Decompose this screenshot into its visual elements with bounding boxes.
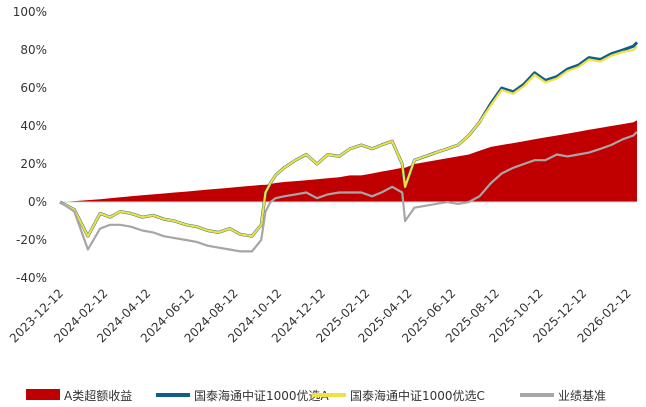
legend-label: A类超额收益 (64, 388, 132, 403)
legend: A类超额收益 国泰海通中证1000优选A 国泰海通中证1000优选C 业绩基准 (26, 388, 606, 403)
y-tick-label: 100% (13, 5, 47, 19)
x-axis-labels: 2023-12-122024-02-122024-04-122024-06-12… (7, 286, 634, 345)
y-tick-label: 20% (20, 157, 47, 171)
legend-item-benchmark[interactable]: 业绩基准 (520, 389, 606, 403)
line-layer (59, 41, 639, 253)
y-axis-labels: 100% 80% 60% 40% 20% 0% -20% -40% (13, 5, 47, 285)
legend-item-fund-a[interactable]: 国泰海通中证1000优选A (156, 388, 330, 403)
area-layer (60, 120, 637, 202)
y-tick-label: 60% (20, 81, 47, 95)
y-tick-label: -20% (16, 233, 47, 247)
legend-item-fund-c[interactable]: 国泰海通中证1000优选C (312, 388, 485, 403)
legend-swatch (26, 389, 60, 400)
legend-label: 国泰海通中证1000优选C (350, 388, 485, 403)
y-tick-label: 40% (20, 119, 47, 133)
series-line-fund-c (59, 45, 638, 238)
legend-label: 国泰海通中证1000优选A (194, 388, 330, 403)
series-line-benchmark (59, 130, 638, 253)
y-tick-label: 80% (20, 43, 47, 57)
y-tick-label: 0% (28, 195, 47, 209)
series-area-excess-return (60, 120, 637, 202)
legend-label: 业绩基准 (558, 389, 606, 403)
y-tick-label: -40% (16, 271, 47, 285)
legend-item-excess-return[interactable]: A类超额收益 (26, 388, 132, 403)
